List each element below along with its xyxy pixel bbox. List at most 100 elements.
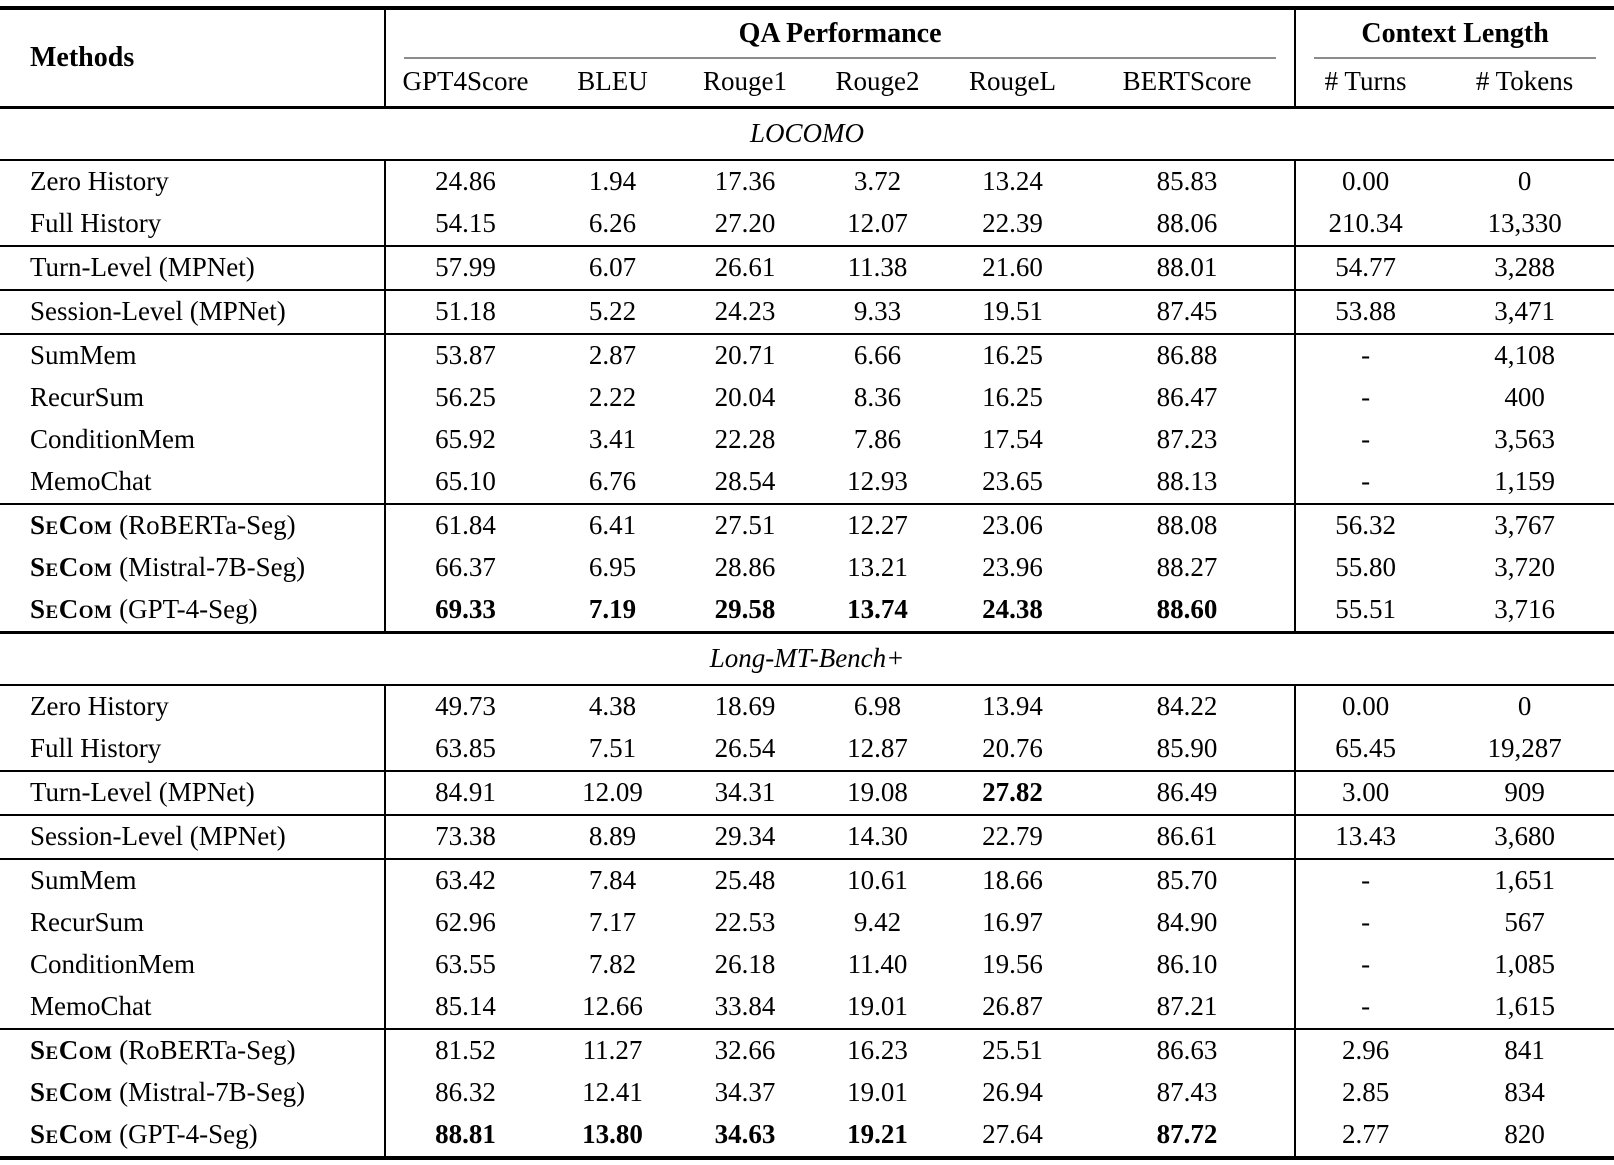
- context-length-label: Context Length: [1314, 10, 1597, 59]
- cell-rouge2: 19.01: [847, 1077, 908, 1107]
- cell-gpt4score: 53.87: [384, 333, 545, 377]
- cell-rouge2: 12.27: [810, 503, 945, 547]
- cell-tokens: 3,720: [1494, 552, 1555, 582]
- method-name: SeCom (GPT-4-Seg): [0, 1114, 385, 1160]
- cell-gpt4score: 57.99: [384, 245, 545, 290]
- method-name: ConditionMem: [30, 949, 196, 979]
- cell-rouge1: 29.58: [714, 594, 776, 624]
- cell-turns: 13.43: [1294, 814, 1436, 859]
- cell-gpt4score: 56.25: [384, 377, 545, 419]
- cell-tokens: 19,287: [1487, 733, 1562, 763]
- cell-turns: 210.34: [1294, 203, 1436, 246]
- cell-rougel: 21.60: [945, 245, 1080, 290]
- table-row: SeCom (Mistral-7B-Seg) 66.37 6.95 28.86 13.2…: [0, 547, 1614, 589]
- cell-bleu: 1.94: [545, 159, 680, 203]
- col-header-turns: # Turns: [1294, 59, 1436, 109]
- method-name: Session-Level (MPNet): [0, 289, 385, 334]
- table-row: Turn-Level (MPNet) 57.99 6.07 26.61 11.38 21.…: [0, 245, 1614, 290]
- method-name: Full History: [30, 733, 162, 763]
- cell-rouge2: 12.07: [847, 208, 908, 238]
- cell-bleu: 3.41: [588, 424, 637, 454]
- cell-rouge1: 27.20: [714, 208, 776, 238]
- cell-tokens: 1,159: [1494, 466, 1555, 496]
- method-name: SeCom (Mistral-7B-Seg): [30, 1077, 306, 1107]
- method-name: SeCom (Mistral-7B-Seg): [30, 552, 306, 582]
- cell-turns: -: [1294, 858, 1436, 902]
- cell-turns: -: [1294, 944, 1436, 986]
- cell-bertscore: 87.45: [1080, 289, 1296, 334]
- cell-tokens: 820: [1435, 1114, 1614, 1160]
- cell-tokens: 834: [1504, 1077, 1545, 1107]
- col-header-methods: Methods: [0, 6, 385, 109]
- cell-rouge1: 29.34: [680, 814, 810, 859]
- cell-bleu: 7.19: [588, 594, 637, 624]
- cell-rouge1: 22.28: [714, 424, 776, 454]
- cell-tokens: 1,085: [1494, 949, 1555, 979]
- cell-rougel: 17.54: [982, 424, 1043, 454]
- cell-rouge2: 19.21: [810, 1114, 945, 1160]
- cell-turns: 55.80: [1294, 547, 1436, 589]
- table-row: Full History 54.15 6.26 27.20 12.07 22.39 88.0…: [0, 203, 1614, 246]
- table-row: SumMem 63.42 7.84 25.48 10.61 18.66 85.70-1,65…: [0, 858, 1614, 902]
- table-row: Session-Level (MPNet) 51.18 5.22 24.23 9.33 1…: [0, 289, 1614, 334]
- cell-turns: -: [1294, 902, 1436, 944]
- method-name: MemoChat: [30, 991, 152, 1021]
- cell-gpt4score: 61.84: [384, 503, 545, 547]
- cell-rouge1: 28.54: [714, 466, 776, 496]
- cell-bleu: 7.17: [588, 907, 637, 937]
- cell-bertscore: 86.63: [1080, 1028, 1296, 1072]
- table-row: Zero History 24.86 1.94 17.36 3.72 13.24 85.83…: [0, 159, 1614, 203]
- cell-gpt4score: 73.38: [384, 814, 545, 859]
- cell-bertscore: 87.23: [1156, 424, 1218, 454]
- cell-rougel: 13.94: [945, 684, 1080, 728]
- table-row: MemoChat 85.14 12.66 33.84 19.01 26.87 87.21 - 1…: [0, 986, 1614, 1029]
- cell-rougel: 22.39: [982, 208, 1043, 238]
- cell-rouge2: 10.61: [810, 858, 945, 902]
- cell-turns: -: [1294, 333, 1436, 377]
- table-row: SeCom (RoBERTa-Seg) 81.52 11.27 32.66 16.23 2…: [0, 1028, 1614, 1072]
- cell-rougel: 27.64: [945, 1114, 1080, 1160]
- cell-gpt4score: 49.73: [384, 684, 545, 728]
- secom-wordmark: SeCom: [30, 1077, 113, 1107]
- cell-rouge2: 11.40: [847, 949, 908, 979]
- cell-turns: -: [1294, 461, 1436, 504]
- sub-header-row: GPT4Score BLEU Rouge1 Rouge2 RougeL BERT…: [0, 59, 1614, 109]
- cell-rougel: 26.94: [982, 1077, 1043, 1107]
- section-title-row: LOCOMO: [0, 106, 1614, 161]
- col-header-tokens: # Tokens: [1435, 59, 1614, 109]
- cell-bleu: 12.66: [582, 991, 643, 1021]
- method-name: SeCom (GPT-4-Seg): [30, 594, 258, 624]
- cell-tokens: 1,615: [1494, 991, 1555, 1021]
- cell-rougel: 23.96: [982, 552, 1043, 582]
- cell-rougel: 19.51: [945, 289, 1080, 334]
- cell-rougel: 26.87: [982, 991, 1043, 1021]
- cell-rouge2: 16.23: [810, 1028, 945, 1072]
- cell-turns: 56.32: [1294, 503, 1436, 547]
- col-header-bleu: BLEU: [545, 59, 680, 109]
- section-title-row: Long-MT-Bench+: [0, 631, 1614, 686]
- secom-wordmark: SeCom: [30, 552, 113, 582]
- cell-rouge1: 17.36: [680, 159, 810, 203]
- secom-wordmark: SeCom: [30, 510, 113, 540]
- benchmark-results-table: Methods QA Performance Context Length GP…: [0, 6, 1614, 1160]
- cell-rouge2: 13.74: [847, 594, 908, 624]
- cell-tokens: 0: [1435, 159, 1614, 203]
- cell-rouge2: 6.98: [810, 684, 945, 728]
- section-title: Long-MT-Bench+: [0, 631, 1614, 686]
- cell-rouge1: 20.04: [714, 382, 776, 412]
- cell-bleu: 6.26: [588, 208, 637, 238]
- cell-turns: 53.88: [1294, 289, 1436, 334]
- cell-bertscore: 88.27: [1156, 552, 1218, 582]
- cell-bleu: 8.89: [545, 814, 680, 859]
- method-name: SumMem: [0, 858, 385, 902]
- cell-bleu: 4.38: [545, 684, 680, 728]
- cell-bertscore: 85.70: [1080, 858, 1296, 902]
- cell-bertscore: 86.47: [1156, 382, 1218, 412]
- cell-tokens: 0: [1435, 684, 1614, 728]
- cell-rouge2: 8.36: [853, 382, 902, 412]
- method-name: Zero History: [0, 159, 385, 203]
- cell-gpt4score: 54.15: [384, 203, 545, 246]
- cell-rouge2: 9.33: [810, 289, 945, 334]
- cell-turns: 65.45: [1294, 728, 1436, 771]
- cell-turns: 2.85: [1294, 1072, 1436, 1114]
